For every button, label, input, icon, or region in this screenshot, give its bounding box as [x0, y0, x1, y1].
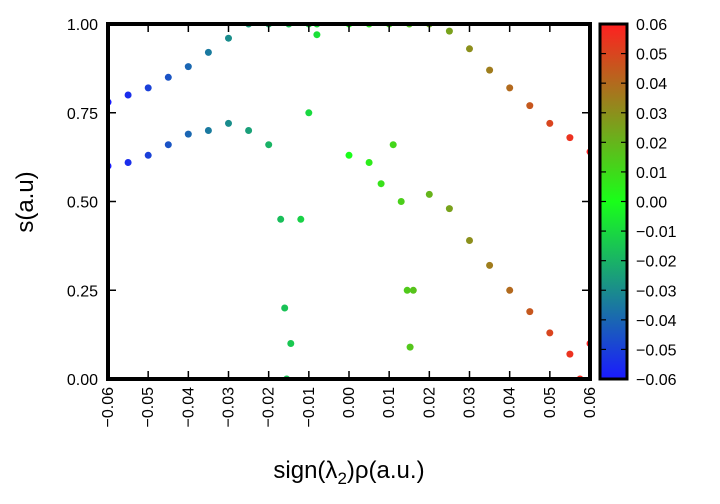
y-tick-label: 0.50	[67, 195, 98, 212]
data-point	[546, 119, 554, 127]
plot-frame	[106, 22, 592, 381]
data-point	[164, 73, 172, 81]
colorbar-tick-label: −0.02	[636, 254, 677, 271]
colorbar-tick-label: −0.04	[636, 313, 677, 330]
x-tick-label: 0.00	[341, 387, 358, 418]
data-point	[287, 340, 295, 347]
data-point	[445, 27, 453, 35]
data-point	[365, 159, 373, 166]
data-point	[486, 66, 494, 74]
data-point	[526, 308, 534, 316]
data-point	[345, 151, 353, 159]
colorbar-tick-label: −0.03	[636, 283, 677, 300]
x-tick-label: −0.04	[180, 387, 197, 428]
y-axis-title: s(a.u)	[12, 171, 39, 232]
x-tick-label: 0.05	[542, 387, 559, 418]
data-point	[546, 329, 554, 337]
data-point	[566, 350, 574, 358]
y-tick-label: 0.00	[67, 372, 98, 389]
data-point	[526, 102, 534, 110]
colorbar-tick-label: 0.05	[636, 47, 667, 64]
data-point	[184, 63, 192, 71]
x-axis: −0.06 −0.05 −0.04 −0.03 −0.02 −0.01 0.00 0.01 0.…	[100, 24, 599, 427]
data-point	[265, 141, 273, 149]
colorbar-tick-label: −0.06	[636, 372, 677, 389]
data-point	[124, 159, 132, 166]
data-point	[204, 48, 212, 56]
data-point	[445, 205, 453, 213]
x-tick-label: −0.05	[140, 387, 157, 428]
colorbar-tick-label: 0.02	[636, 135, 667, 152]
x-tick-label: −0.02	[261, 387, 278, 428]
x-tick-label: −0.03	[221, 387, 238, 428]
data-point	[144, 84, 152, 92]
data-point	[466, 45, 473, 53]
data-point	[225, 119, 232, 127]
data-point	[425, 190, 433, 198]
data-point	[305, 109, 313, 117]
data-point	[124, 91, 132, 99]
data-point	[184, 130, 192, 138]
colorbar-tick-label: 0.01	[636, 165, 667, 182]
x-tick-label: 0.02	[421, 387, 438, 418]
data-point	[403, 286, 411, 294]
x-tick-label: 0.04	[502, 387, 519, 418]
x-tick-label: 0.01	[381, 387, 398, 418]
colorbar-tick-label: −0.05	[636, 342, 677, 359]
colorbar-tick-label: 0.04	[636, 76, 667, 93]
data-point	[144, 151, 152, 159]
x-tick-label: 0.03	[462, 387, 479, 418]
colorbar-tick-label: 0.00	[636, 195, 667, 212]
data-point	[225, 34, 232, 42]
data-point	[506, 286, 514, 294]
x-tick-label: 0.06	[582, 387, 599, 418]
data-point	[277, 215, 285, 223]
data-point	[566, 134, 574, 142]
y-tick-label: 1.00	[67, 17, 98, 34]
y-tick-label: 0.25	[67, 283, 98, 300]
data-point	[313, 31, 321, 39]
data-point	[486, 261, 494, 269]
data-point	[406, 343, 414, 351]
data-point	[389, 141, 397, 149]
y-tick-label: 0.75	[67, 106, 98, 123]
colorbar-tick-label: −0.01	[636, 224, 677, 241]
data-point	[397, 198, 405, 205]
x-tick-label: −0.01	[301, 387, 318, 428]
data-point	[164, 141, 172, 149]
scatter-layer	[108, 24, 590, 379]
colorbar-tick-label: 0.03	[636, 106, 667, 123]
x-axis-title: sign(λ2)ρ(a.u.)	[273, 457, 424, 488]
data-point	[409, 286, 417, 294]
colorbar-tick-label: 0.06	[636, 17, 667, 34]
y-axis: 0.00 0.25 0.50 0.75 1.00	[67, 17, 590, 389]
data-point	[377, 180, 385, 188]
data-point	[245, 127, 253, 134]
data-point	[466, 237, 473, 244]
data-point	[281, 304, 289, 312]
data-point	[297, 215, 305, 223]
colorbar-ticks: 0.06 0.05 0.04 0.03 0.02 0.01 0.00 −0.01 −0.02 −0…	[600, 17, 677, 389]
data-point	[506, 84, 514, 92]
data-point	[204, 127, 212, 134]
x-tick-label: −0.06	[100, 387, 117, 428]
